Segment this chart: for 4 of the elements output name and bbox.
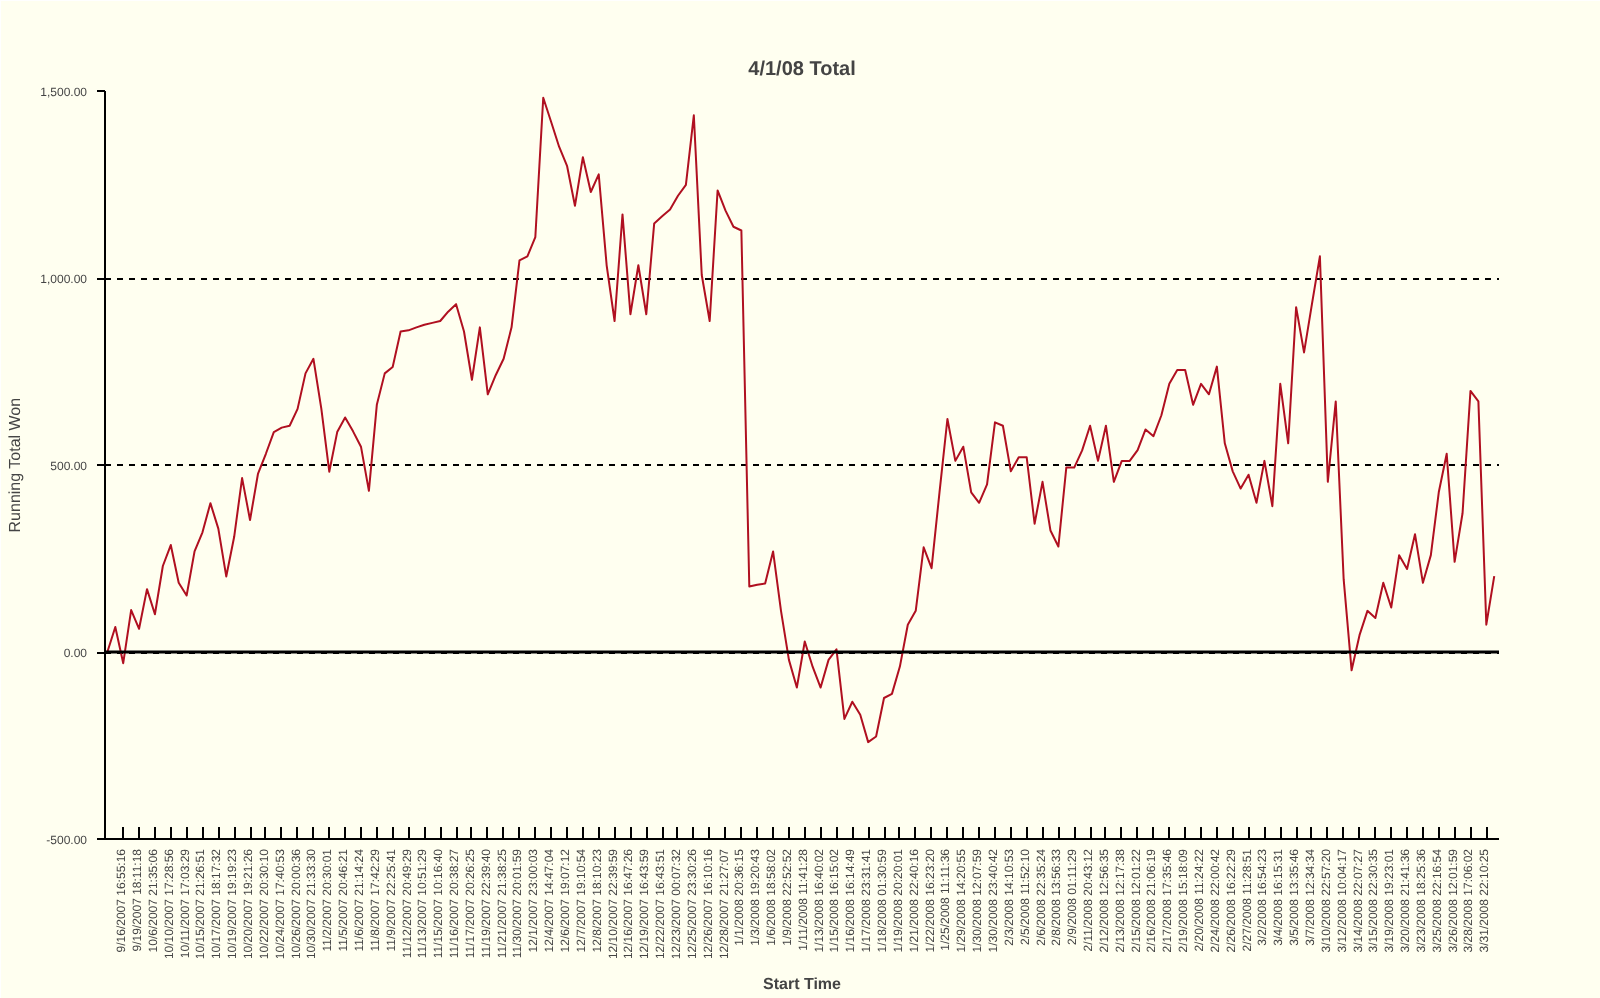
line-series <box>106 96 1496 744</box>
x-axis-title: Start Time <box>763 975 843 994</box>
y-axis-title: Running Total Won <box>6 397 25 533</box>
chart-title: 4/1/08 Total <box>748 59 857 81</box>
